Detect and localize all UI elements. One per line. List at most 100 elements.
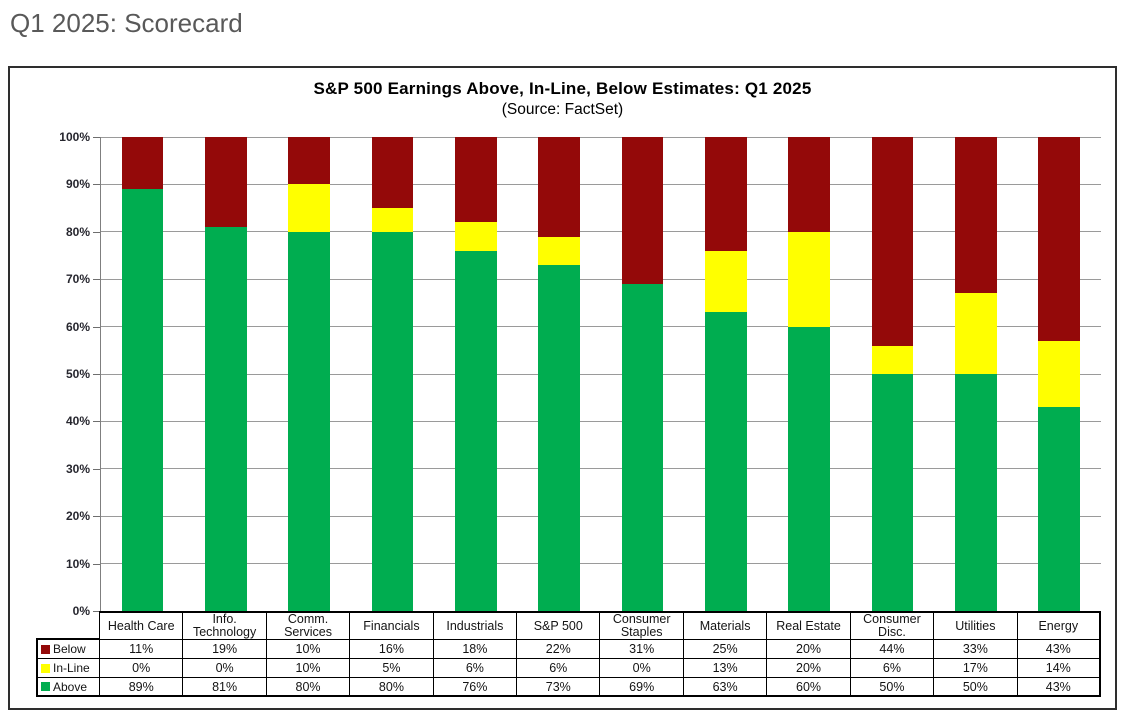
bar-segment-above (205, 227, 247, 611)
value-cell: 81% (183, 678, 267, 697)
bars (101, 137, 1101, 611)
bar (205, 137, 247, 611)
y-tick-label: 0% (72, 604, 90, 618)
header-cell: Consumer Staples (600, 611, 684, 640)
bar-segment-above (955, 374, 997, 611)
value-cell: 10% (266, 640, 351, 659)
y-tick-mark (93, 469, 100, 470)
value-cell: 6% (433, 659, 518, 678)
legend-cell-below: Below (36, 640, 100, 659)
bar (288, 137, 331, 611)
y-tick-mark (93, 611, 100, 612)
y-tick-mark (93, 279, 100, 280)
bar-segment-below (871, 137, 914, 346)
bar (788, 137, 831, 611)
y-tick-label: 50% (65, 367, 90, 381)
plot-area (100, 136, 1101, 611)
legend-label: In-Line (53, 661, 90, 675)
bar-column (101, 137, 184, 611)
value-cell: 80% (266, 678, 351, 697)
y-tick-label: 80% (65, 225, 90, 239)
y-tick-label: 70% (65, 272, 90, 286)
bar-segment-above (621, 283, 664, 611)
bar-segment-below (955, 137, 997, 294)
bar-segment-below (205, 137, 247, 228)
legend-corner-cell (36, 611, 100, 640)
bar-column (684, 137, 767, 611)
gridline (101, 326, 1101, 328)
header-cell: Utilities (934, 611, 1018, 640)
value-cell: 43% (1017, 640, 1101, 659)
value-cell: 10% (266, 659, 351, 678)
value-cell: 50% (934, 678, 1018, 697)
bar-segment-below (621, 137, 664, 284)
bar-column (184, 137, 267, 611)
bar-segment-below (371, 137, 414, 209)
bar-segment-above (371, 231, 414, 611)
bar-segment-inline (288, 184, 331, 232)
bar-segment-below (121, 137, 164, 190)
y-tick-mark (93, 421, 100, 422)
bar-segment-inline (538, 236, 581, 265)
chart-subtitle: (Source: FactSet) (501, 101, 624, 118)
value-cell: 33% (934, 640, 1018, 659)
bar-segment-inline (788, 231, 831, 327)
header-cell: Info. Technology (183, 611, 267, 640)
bar-segment-above (288, 231, 331, 611)
legend-cell-in-line: In-Line (36, 659, 100, 678)
value-cell: 25% (683, 640, 768, 659)
gridline (101, 373, 1101, 375)
bar-column (351, 137, 434, 611)
header-cell: Real Estate (767, 611, 851, 640)
y-tick-mark (93, 374, 100, 375)
value-cell: 19% (183, 640, 267, 659)
bar-segment-inline (455, 222, 497, 251)
bar-segment-below (705, 137, 747, 251)
header-cell: Consumer Disc. (850, 611, 935, 640)
y-tick-label: 100% (59, 130, 90, 144)
value-cell: 0% (183, 659, 267, 678)
bar-column (934, 137, 1017, 611)
value-cell: 89% (100, 678, 184, 697)
bar-segment-above (871, 374, 914, 611)
y-tick-mark (93, 184, 100, 185)
bar-segment-inline (955, 293, 997, 374)
gridline (101, 183, 1101, 185)
header-cell: Health Care (100, 611, 184, 640)
gridline (101, 136, 1101, 138)
value-cell: 73% (517, 678, 601, 697)
value-cell: 17% (934, 659, 1018, 678)
bar-column (518, 137, 601, 611)
legend-swatch-in-line (41, 663, 50, 673)
bar-column (601, 137, 684, 611)
legend-label: Above (53, 679, 88, 694)
bar-segment-below (538, 137, 581, 237)
header-cell: S&P 500 (517, 611, 601, 640)
value-cell: 20% (767, 640, 851, 659)
value-cell: 60% (767, 678, 851, 697)
bar-segment-inline (371, 208, 414, 232)
bar-segment-above (705, 312, 747, 611)
value-cell: 0% (600, 659, 684, 678)
bar (455, 137, 497, 611)
bar (538, 137, 581, 611)
gridline (101, 468, 1101, 470)
value-cell: 69% (600, 678, 684, 697)
y-tick-label: 90% (65, 177, 90, 191)
bar-segment-below (455, 137, 497, 223)
bar-column (434, 137, 517, 611)
y-tick-label: 10% (65, 557, 90, 571)
bar-column (268, 137, 351, 611)
gridline (101, 563, 1101, 565)
value-cell: 11% (100, 640, 184, 659)
y-tick-mark (93, 137, 100, 138)
y-tick-label: 20% (65, 509, 90, 523)
gridline (101, 278, 1101, 280)
bar (955, 137, 997, 611)
value-cell: 14% (1017, 659, 1101, 678)
header-cell: Energy (1017, 611, 1101, 640)
bar-column (768, 137, 851, 611)
bar-segment-below (288, 137, 331, 185)
page-title: Q1 2025: Scorecard (10, 8, 243, 38)
gridline (101, 515, 1101, 517)
